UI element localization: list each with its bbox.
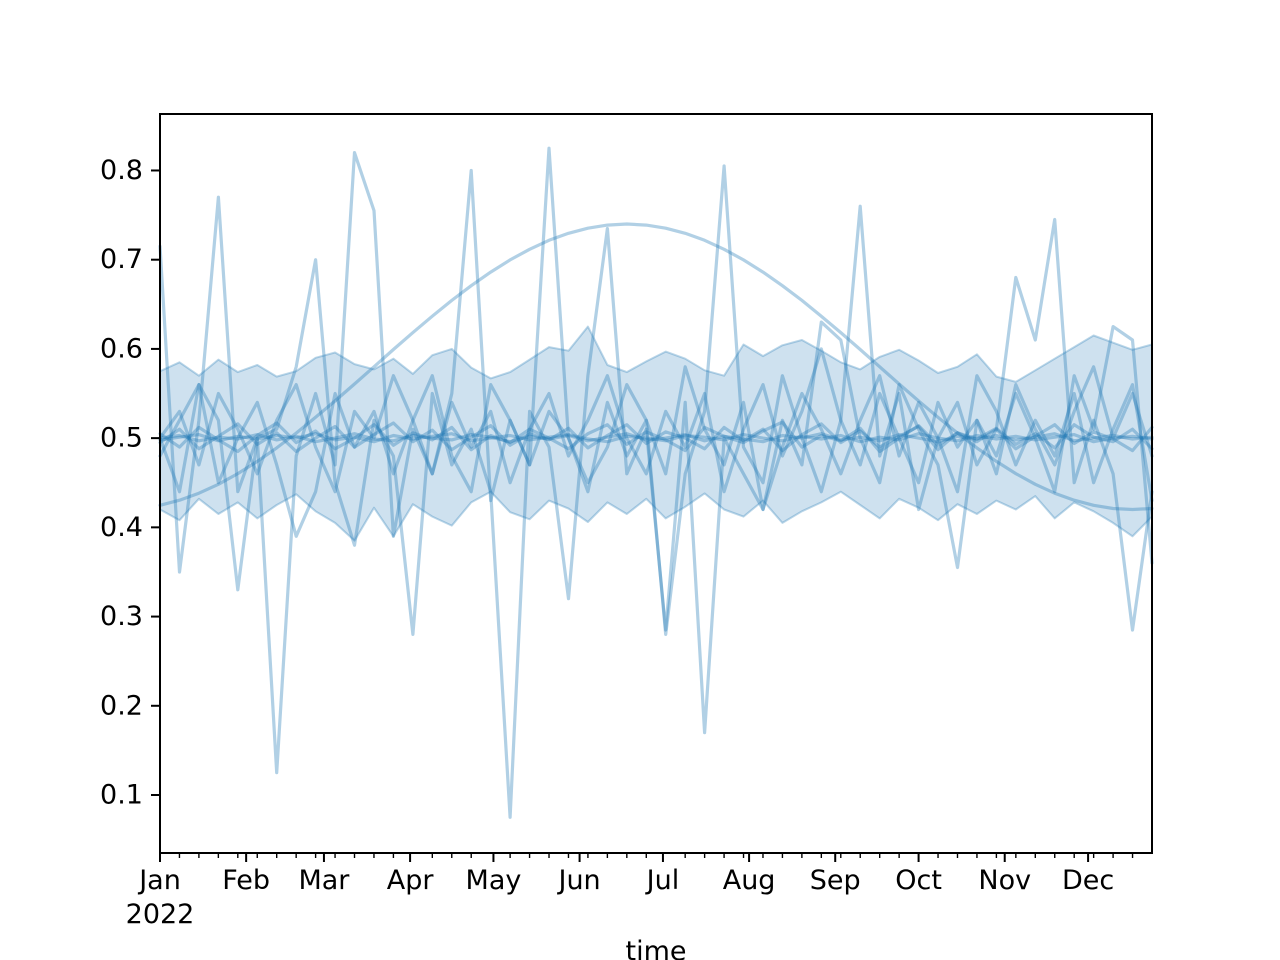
y-axis-tick-label: 0.8 xyxy=(100,155,143,186)
x-axis-tick-label: Sep xyxy=(810,865,861,896)
x-axis-tick-label: Nov xyxy=(978,865,1031,896)
x-axis-tick-label: Jun xyxy=(556,865,600,896)
series-line-high-noise-b xyxy=(158,226,1154,819)
x-axis-label: time xyxy=(625,936,687,960)
y-axis-tick-label: 0.7 xyxy=(100,244,143,275)
y-axis-tick-label: 0.5 xyxy=(100,423,143,454)
x-axis-tick-label: Feb xyxy=(222,865,270,896)
y-axis-tick-label: 0.4 xyxy=(100,512,143,543)
series-line-smooth-seasonal xyxy=(158,222,1154,512)
x-axis-tick-label: Aug xyxy=(723,865,776,896)
x-axis-tick-label: Jan xyxy=(137,865,181,896)
series-line-medium-noise-a xyxy=(158,347,1154,494)
x-axis-tick-label: Jul xyxy=(645,865,680,896)
band-upper-edge xyxy=(159,325,1153,383)
x-axis-tick-label: Apr xyxy=(387,865,435,896)
series-line-flat-b xyxy=(158,432,1154,444)
series-line-medium-noise-b xyxy=(158,365,1154,538)
x-axis-year-label: 2022 xyxy=(126,899,195,930)
series-line-high-noise-a xyxy=(158,146,1154,775)
y-axis-tick-label: 0.2 xyxy=(100,690,143,721)
x-axis-tick-label: Mar xyxy=(298,865,350,896)
y-axis-tick-label: 0.6 xyxy=(100,333,143,364)
series-line-flat-a xyxy=(158,432,1154,444)
band-lower-edge xyxy=(159,490,1153,542)
x-axis-tick-label: Oct xyxy=(895,865,942,896)
confidence-band xyxy=(160,326,1152,541)
x-axis-tick-label: May xyxy=(466,865,522,896)
y-axis-tick-label: 0.1 xyxy=(100,780,143,811)
y-axis-tick-label: 0.3 xyxy=(100,601,143,632)
x-axis-tick-label: Dec xyxy=(1062,865,1114,896)
series-line-low-noise-a xyxy=(158,420,1154,454)
series-line-low-noise-b xyxy=(158,421,1154,454)
plot-border xyxy=(159,113,1153,854)
